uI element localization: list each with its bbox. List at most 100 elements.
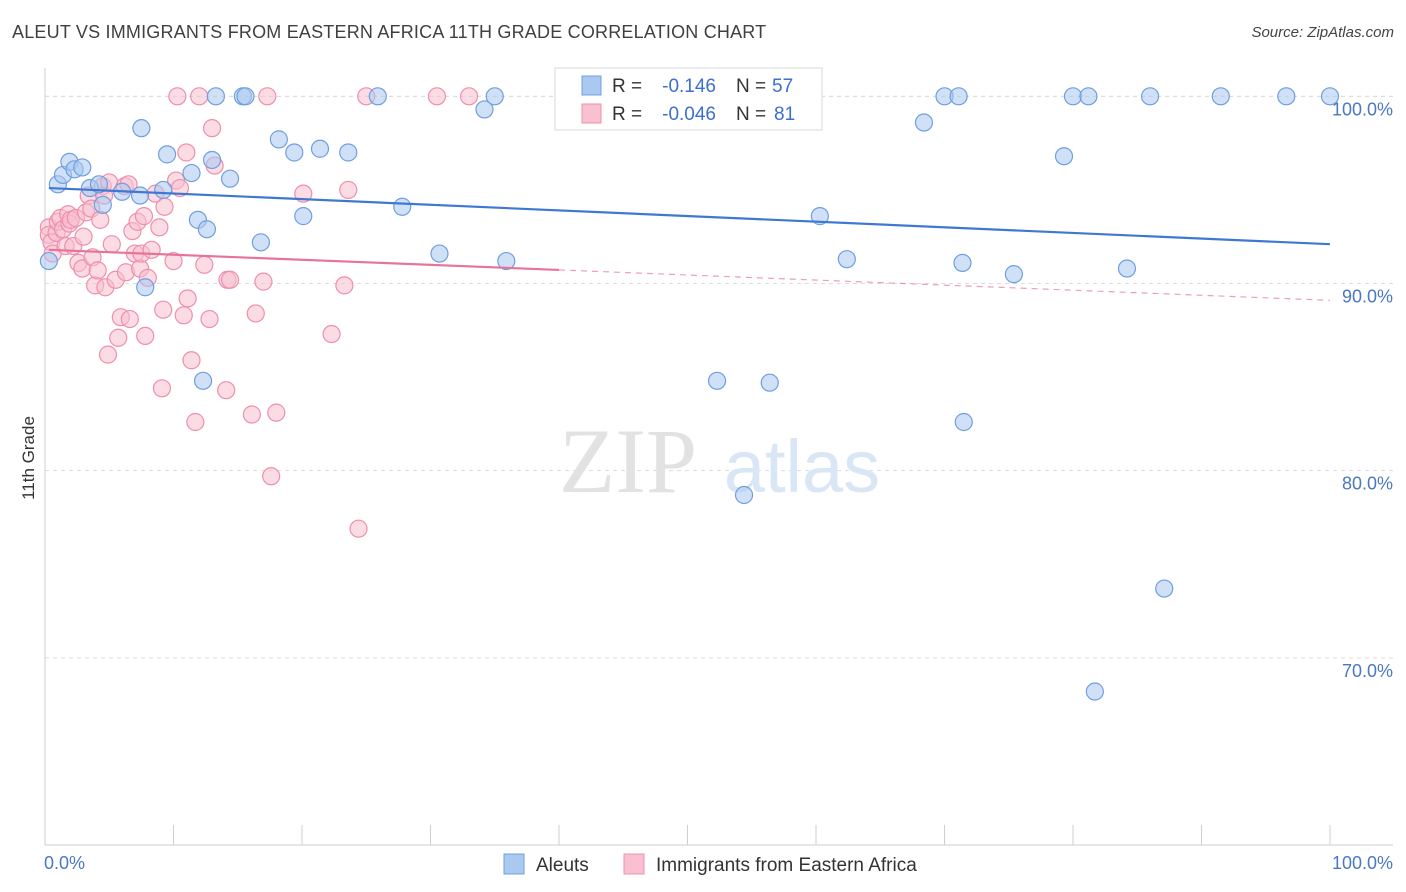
immigrants-point	[349, 519, 368, 538]
immigrants-point	[258, 87, 277, 106]
immigrants-point	[109, 328, 128, 347]
immigrants-point	[150, 218, 169, 237]
aleuts-point	[157, 145, 177, 164]
aleuts-point	[485, 87, 504, 106]
legend-swatch-aleuts	[581, 75, 602, 96]
legend-n-label-aleuts: N =	[736, 76, 766, 97]
immigrants-point	[339, 180, 358, 200]
aleuts-point	[393, 197, 412, 216]
immigrants-point	[98, 345, 118, 364]
aleuts-point	[1054, 147, 1074, 166]
aleuts-point	[1079, 87, 1098, 106]
immigrants-point	[254, 272, 273, 291]
immigrants-point	[267, 403, 286, 422]
source-label: Source: ZipAtlas.com	[1251, 24, 1394, 41]
aleuts-point	[707, 371, 727, 390]
bottom-legend: Aleuts Immigrants from Eastern Africa	[503, 853, 917, 876]
aleuts-point	[154, 180, 173, 200]
aleuts-point	[251, 233, 270, 252]
aleuts-point	[93, 195, 112, 214]
aleuts-point	[837, 250, 856, 269]
aleuts-point	[1117, 259, 1137, 278]
aleuts-point	[310, 139, 330, 158]
immigrants-point	[200, 309, 219, 329]
legend-r-value-aleuts: -0.146	[662, 76, 716, 97]
immigrants-point	[177, 143, 196, 162]
immigrants-trend-line	[48, 248, 560, 272]
immigrants-point	[155, 197, 174, 216]
immigrants-point	[152, 379, 172, 398]
aleuts-point	[89, 175, 109, 194]
bottom-legend-label-immigrants: Immigrants from Eastern Africa	[656, 855, 917, 876]
series-aleuts-points	[39, 87, 1340, 701]
legend-n-value-immigrants: 81	[774, 104, 795, 125]
aleuts-point	[182, 163, 201, 183]
immigrants-point	[182, 351, 201, 370]
immigrants-point	[427, 87, 447, 106]
immigrants-point	[88, 261, 107, 280]
legend-swatch-immigrants	[581, 103, 602, 124]
trend-lines	[48, 186, 1331, 301]
immigrants-point	[154, 300, 173, 319]
x-tick-label-min: 0.0%	[44, 853, 85, 873]
immigrants-point	[186, 412, 205, 432]
aleuts-point	[1085, 682, 1104, 701]
chart-title: ALEUT VS IMMIGRANTS FROM EASTERN AFRICA …	[12, 22, 767, 42]
legend-n-value-aleuts: 57	[772, 76, 793, 97]
aleuts-point	[285, 143, 304, 162]
immigrants-point	[335, 276, 354, 295]
y-axis-label: 11th Grade	[19, 416, 38, 500]
immigrants-point	[246, 304, 265, 323]
aleuts-point	[1004, 265, 1023, 284]
immigrants-point	[164, 251, 183, 271]
aleuts-point	[949, 87, 968, 106]
immigrants-point	[195, 255, 214, 274]
aleuts-point	[39, 251, 58, 271]
immigrants-point	[136, 326, 155, 346]
immigrants-point	[459, 87, 479, 106]
aleuts-point	[1211, 87, 1230, 106]
immigrants-point	[262, 467, 281, 486]
aleuts-point	[497, 251, 516, 271]
bottom-legend-swatch-immigrants	[623, 853, 645, 875]
aleuts-point	[197, 220, 217, 239]
x-tick-label-max: 100.0%	[1332, 853, 1393, 873]
aleuts-point	[734, 485, 754, 505]
immigrants-point	[168, 87, 187, 106]
immigrants-point	[220, 270, 240, 289]
aleuts-point	[132, 119, 151, 138]
aleuts-point	[475, 100, 494, 119]
aleuts-point	[294, 207, 313, 226]
aleuts-point	[220, 169, 240, 188]
aleuts-point	[193, 371, 213, 390]
aleuts-point	[954, 412, 973, 432]
aleuts-point	[1155, 579, 1174, 598]
immigrants-point	[178, 289, 197, 308]
aleuts-point	[760, 373, 779, 392]
bottom-legend-swatch-aleuts	[503, 853, 525, 875]
immigrants-point	[322, 324, 341, 344]
aleuts-point	[914, 113, 934, 132]
aleuts-point	[206, 87, 226, 106]
immigrants-trend-line-extension	[558, 269, 1331, 301]
aleuts-point	[810, 207, 829, 226]
watermark-zip: ZIP	[559, 410, 697, 512]
immigrants-point	[190, 87, 209, 106]
bottom-legend-label-aleuts: Aleuts	[536, 855, 589, 876]
axes	[44, 68, 1393, 846]
aleuts-point	[430, 244, 449, 263]
aleuts-point	[368, 87, 387, 106]
aleuts-point	[1063, 87, 1083, 106]
aleuts-point	[202, 150, 222, 170]
aleuts-point	[130, 186, 150, 205]
aleuts-point	[1140, 87, 1160, 106]
immigrants-point	[74, 227, 93, 246]
y-tick-label: 90.0%	[1342, 286, 1393, 306]
y-tick-label: 80.0%	[1342, 474, 1393, 494]
series-immigrants-points	[39, 87, 479, 538]
immigrants-point	[217, 381, 236, 400]
y-tick-label: 70.0%	[1342, 661, 1393, 681]
legend-r-label-aleuts: R =	[612, 76, 642, 97]
legend-n-label-immigrants: N =	[736, 104, 766, 125]
